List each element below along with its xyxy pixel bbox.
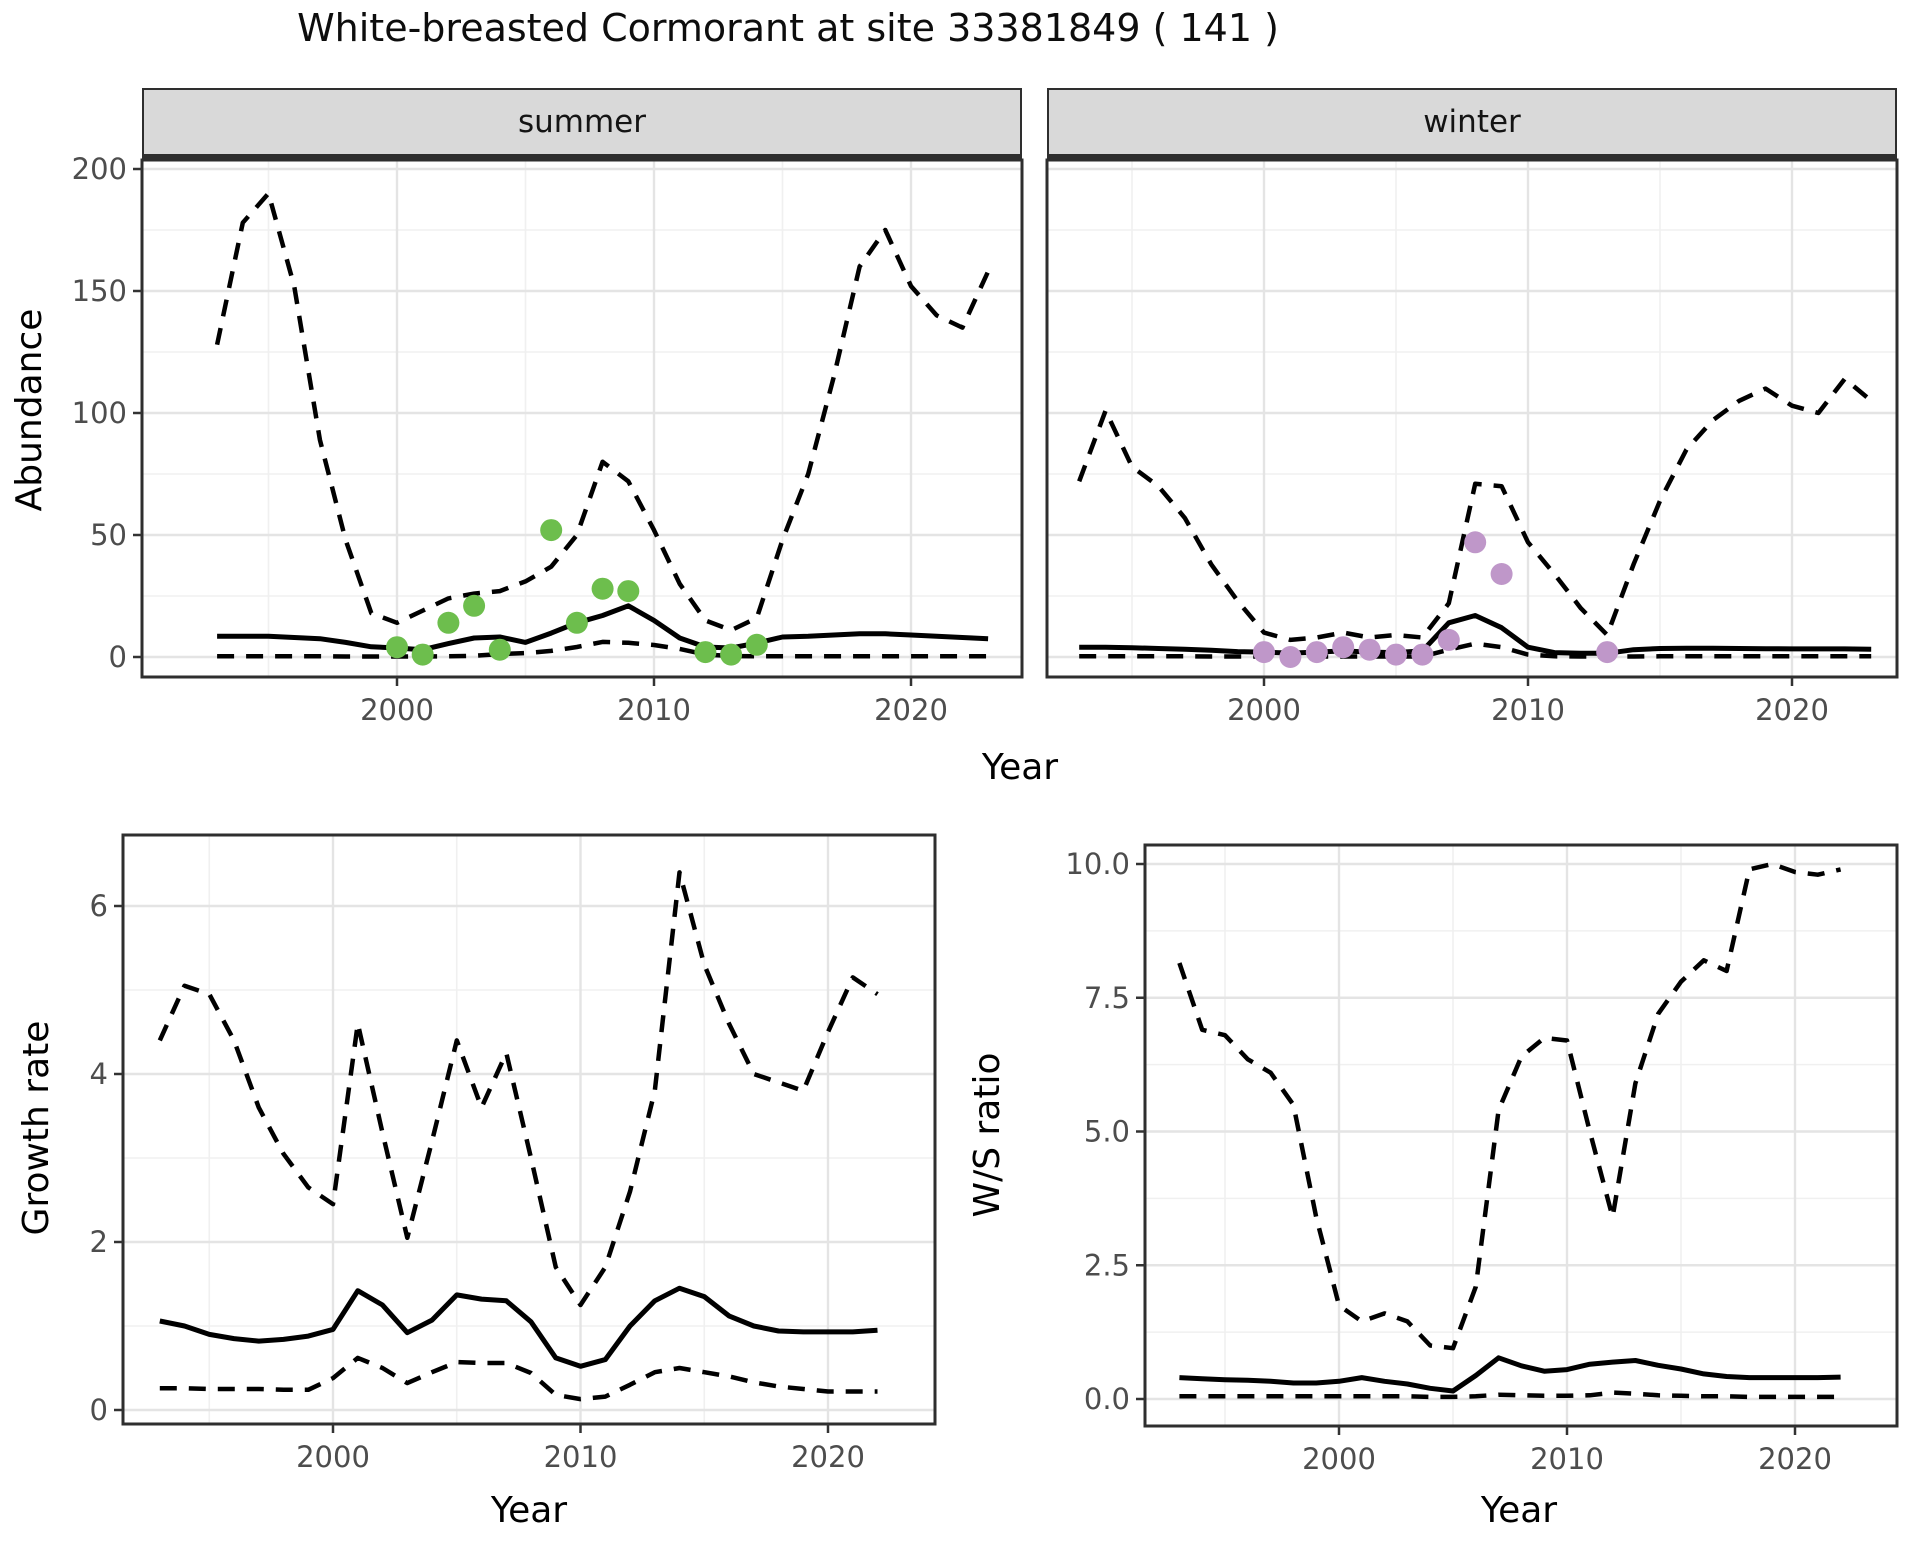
- winter-observation-point: [1253, 641, 1275, 664]
- panel-background: [123, 835, 935, 1424]
- facet-strip-winter: winter: [1047, 88, 1897, 160]
- x-tick-label: 2020: [791, 1440, 865, 1474]
- panel-background: [1145, 845, 1897, 1426]
- facet-label-winter: winter: [1423, 104, 1521, 140]
- y-tick-label: 0: [90, 1393, 108, 1427]
- summer-observation-point: [565, 611, 588, 634]
- ws-ratio-upper_95ci-line: [1177, 861, 1842, 1351]
- y-tick-label: 0: [109, 640, 127, 674]
- y-tick-label: 10.0: [1065, 847, 1130, 881]
- summer-observation-point: [386, 636, 408, 659]
- x-tick-label: 2010: [1491, 693, 1565, 727]
- panel-summer: 2000 2010 2020 0 50 100 150 200: [72, 152, 1024, 727]
- panel-border: [1143, 843, 1899, 1428]
- summer-observation-point: [720, 643, 743, 666]
- summer-observation-point: [463, 594, 486, 617]
- panel-border: [1045, 158, 1899, 679]
- summer-upper_95ci-line: [214, 191, 991, 633]
- y-tick-label: 7.5: [1084, 981, 1130, 1015]
- x-tick-label: 2000: [360, 693, 434, 727]
- x-tick-label: 2010: [1530, 1442, 1604, 1476]
- winter-observation-point: [1596, 641, 1619, 664]
- summer-observation-point: [745, 633, 768, 656]
- x-axis-title-growth-year: Year: [490, 1490, 568, 1531]
- summer-observation-point: [540, 519, 563, 542]
- winter-mean-line: [1079, 613, 1872, 656]
- growth-rate-upper_95ci-line: [157, 870, 879, 1308]
- winter-observation-point: [1464, 531, 1487, 554]
- facet-label-summer: summer: [517, 104, 646, 140]
- winter-observation-point: [1411, 643, 1434, 666]
- x-axis-title-top-year: Year: [981, 747, 1059, 788]
- y-tick-label: 5.0: [1084, 1115, 1130, 1149]
- y-tick-label: 4: [90, 1057, 108, 1091]
- ws-ratio-lower_95ci-line: [1179, 1390, 1841, 1400]
- x-tick-label: 2000: [296, 1440, 370, 1474]
- winter-observation-point: [1358, 638, 1381, 661]
- panel-growth-rate: 2000 2010 2020 0 2 4 6: [90, 833, 937, 1474]
- growth-rate-mean-line: [159, 1285, 878, 1369]
- y-tick-label: 200: [72, 152, 127, 186]
- y-tick-label: 2.5: [1084, 1248, 1130, 1282]
- y-tick-label: 0.0: [1084, 1382, 1130, 1416]
- summer-observation-point: [591, 577, 614, 600]
- ws-ratio-mean-line: [1179, 1355, 1841, 1394]
- y-tick-label: 2: [90, 1225, 108, 1259]
- winter-observation-point: [1385, 643, 1407, 666]
- panel-winter: 2000 2010 2020: [1045, 158, 1899, 727]
- winter-observation-point: [1490, 563, 1513, 585]
- x-tick-label: 2000: [1302, 1442, 1376, 1476]
- y-tick-label: 150: [72, 274, 127, 308]
- winter-observation-point: [1279, 646, 1302, 668]
- x-axis-title-ws-year: Year: [1480, 1490, 1558, 1531]
- panel-background: [1047, 160, 1897, 677]
- summer-observation-point: [411, 643, 434, 666]
- winter-lower_95ci-line: [1079, 641, 1872, 659]
- facet-strip-summer: summer: [142, 88, 1022, 160]
- winter-observation-point: [1305, 641, 1328, 664]
- panel-border: [121, 833, 937, 1426]
- page-title: White-breasted Cormorant at site 3338184…: [297, 6, 1279, 50]
- panel-ws-ratio: 2000 2010 2020 0.0 2.5 5.0 7.5 10.0: [1065, 843, 1899, 1476]
- x-tick-label: 2010: [544, 1440, 618, 1474]
- growth-rate-lower_95ci-line: [159, 1355, 878, 1402]
- y-tick-label: 50: [90, 518, 127, 552]
- summer-observation-point: [488, 638, 511, 661]
- x-tick-label: 2020: [1755, 693, 1829, 727]
- winter-observation-point: [1437, 628, 1460, 651]
- summer-observation-point: [617, 580, 640, 603]
- x-tick-label: 2020: [1758, 1442, 1832, 1476]
- x-tick-label: 2020: [874, 693, 948, 727]
- x-tick-label: 2000: [1227, 693, 1301, 727]
- summer-lower_95ci-line: [217, 639, 989, 659]
- x-tick-label: 2010: [617, 693, 691, 727]
- summer-observation-point: [437, 611, 460, 634]
- summer-mean-line: [217, 603, 989, 653]
- panel-border: [140, 158, 1024, 679]
- summer-observation-point: [694, 641, 717, 664]
- y-tick-label: 6: [90, 889, 108, 923]
- winter-upper_95ci-line: [1077, 376, 1873, 643]
- y-tick-label: 100: [72, 396, 127, 430]
- winter-observation-point: [1332, 636, 1355, 659]
